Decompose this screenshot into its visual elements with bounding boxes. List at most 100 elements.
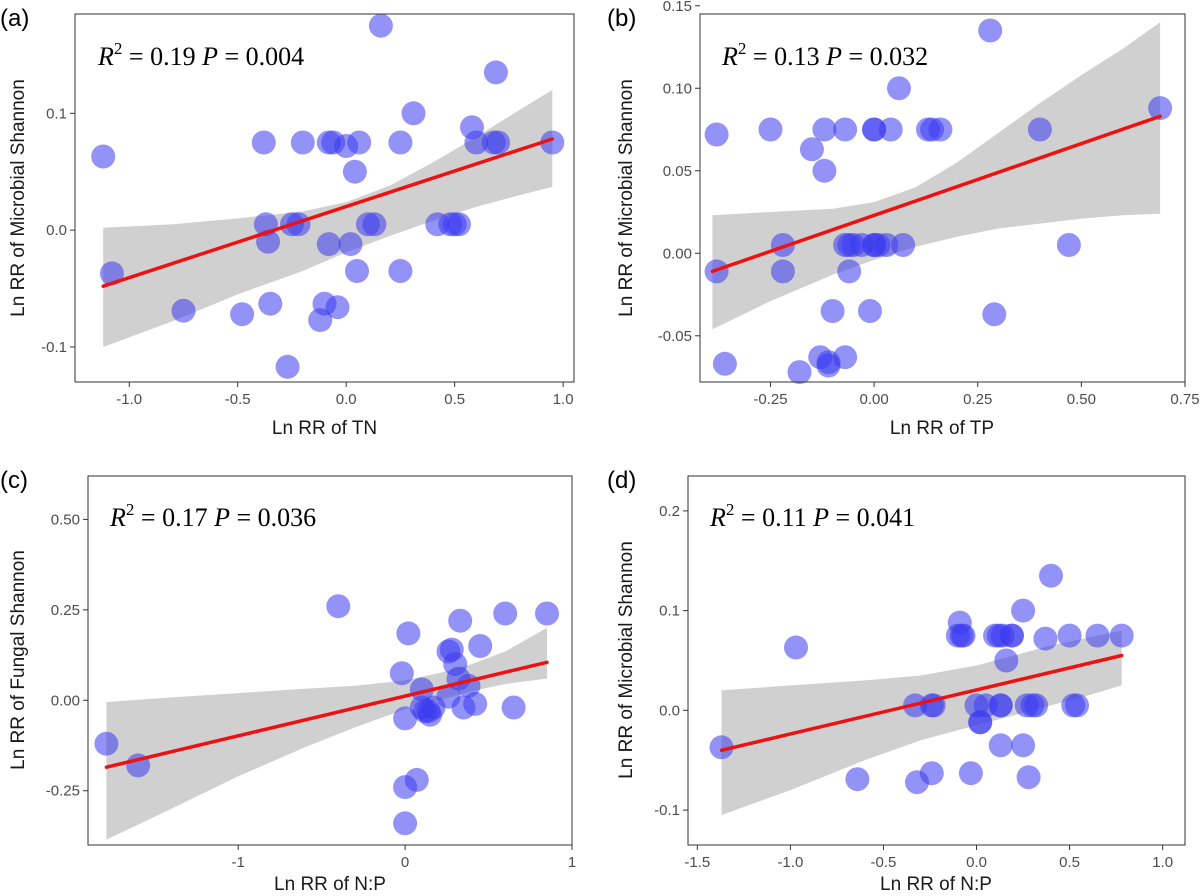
- data-point: [1085, 623, 1110, 648]
- data-point: [535, 601, 559, 626]
- panel-b: (b) R2 = 0.13 P = 0.032 Ln RR of TP Ln R…: [607, 0, 1200, 439]
- data-point: [887, 76, 911, 101]
- stats-annotation: R2 = 0.17 P = 0.036: [109, 500, 316, 532]
- x-tick-label: 0.0: [966, 854, 987, 871]
- data-point: [1027, 117, 1052, 142]
- y-tick-label: -0.1: [654, 802, 680, 819]
- data-point: [770, 233, 795, 257]
- confidence-band: [106, 627, 548, 840]
- regression-line: [719, 653, 1124, 753]
- data-point: [770, 259, 795, 284]
- y-tick-label: 0.1: [659, 603, 680, 620]
- y-tick-label: -0.05: [658, 328, 692, 345]
- x-tick-label: -1.0: [777, 854, 803, 871]
- x-tick-label: 0.75: [1170, 391, 1199, 408]
- x-tick-label: -0.25: [753, 391, 787, 408]
- y-tick-label: -0.1: [41, 339, 67, 356]
- p-value: 0.036: [258, 503, 317, 532]
- x-tick-label: 0.00: [860, 391, 889, 408]
- plot-area: [704, 18, 1173, 385]
- data-point: [951, 623, 976, 648]
- data-point: [290, 130, 315, 155]
- p-label: P: [201, 42, 218, 71]
- y-tick-label: 0.0: [659, 702, 680, 719]
- data-point: [316, 232, 341, 257]
- data-point: [448, 608, 473, 633]
- data-point: [787, 360, 812, 385]
- data-point: [251, 130, 276, 155]
- data-point: [820, 299, 845, 323]
- p-label: P: [213, 503, 230, 532]
- x-tick-label: -1.0: [116, 391, 142, 408]
- data-point: [493, 601, 518, 626]
- data-point: [784, 635, 808, 660]
- x-tick-label: 0.5: [1059, 854, 1080, 871]
- data-point: [982, 302, 1007, 327]
- panel-label: (c): [0, 467, 28, 494]
- data-point: [1039, 563, 1063, 588]
- plot-frame: [74, 13, 575, 383]
- r2-superscript: 2: [114, 39, 123, 58]
- confidence-band: [712, 22, 1161, 330]
- stats-annotation: R2 = 0.13 P = 0.032: [721, 39, 928, 71]
- panel-a: (a) R2 = 0.19 P = 0.004 Ln RR of TN Ln R…: [0, 5, 575, 439]
- data-point: [709, 735, 734, 760]
- data-point: [988, 733, 1013, 758]
- data-point: [999, 623, 1024, 648]
- x-tick-label: 0.50: [1067, 391, 1096, 408]
- data-point: [812, 117, 837, 142]
- data-point: [396, 621, 421, 646]
- y-tick-label: 0.50: [51, 511, 80, 528]
- data-point: [1148, 96, 1173, 121]
- r2-superscript: 2: [726, 500, 735, 519]
- data-point: [928, 117, 953, 142]
- data-point: [286, 212, 311, 237]
- data-point: [1011, 733, 1036, 758]
- panel-label: (a): [0, 5, 29, 32]
- y-tick-label: 0.05: [663, 163, 692, 180]
- panel-c: (c) R2 = 0.17 P = 0.036 Ln RR of N:P Ln …: [0, 467, 576, 895]
- data-point: [468, 634, 493, 658]
- panel-d: (d) R2 = 0.11 P = 0.041 Ln RR of N:P Ln …: [607, 467, 1186, 895]
- stats-annotation: R2 = 0.19 P = 0.004: [97, 39, 304, 71]
- r2-value: 0.17: [162, 503, 208, 532]
- data-point: [389, 661, 414, 686]
- data-point: [891, 233, 916, 257]
- data-point: [345, 259, 369, 283]
- x-tick-label: 1: [568, 854, 576, 871]
- regression-line: [710, 114, 1162, 274]
- data-point: [388, 130, 413, 155]
- data-point: [874, 233, 899, 257]
- data-point: [833, 117, 858, 142]
- p-label: P: [825, 42, 842, 71]
- data-point: [347, 130, 372, 155]
- data-point: [994, 648, 1019, 673]
- data-point: [275, 354, 300, 379]
- regression-line: [104, 660, 549, 769]
- panel-label: (b): [607, 5, 636, 32]
- confidence-band: [721, 630, 1122, 816]
- r2-superscript: 2: [126, 500, 135, 519]
- data-point: [1011, 598, 1036, 623]
- data-point: [758, 117, 783, 142]
- y-tick-label: 0.1: [46, 105, 67, 122]
- data-point: [447, 212, 471, 237]
- data-point: [837, 259, 862, 284]
- data-point: [978, 18, 1003, 43]
- confidence-band: [103, 89, 553, 348]
- data-point: [812, 158, 837, 183]
- x-axis-title: Ln RR of TP: [890, 418, 994, 439]
- data-point: [501, 695, 526, 720]
- y-axis-title: Ln RR of Microbial Shannon: [8, 79, 29, 317]
- x-tick-label: 0.0: [336, 391, 357, 408]
- data-point: [540, 130, 565, 155]
- r2-label: R: [109, 503, 126, 532]
- data-point: [404, 767, 429, 792]
- plot-area: [94, 594, 559, 840]
- y-tick-label: 0.15: [663, 0, 692, 15]
- r2-label: R: [709, 503, 726, 532]
- r2-value: 0.13: [774, 42, 820, 71]
- data-point: [338, 232, 363, 257]
- data-point: [342, 159, 367, 184]
